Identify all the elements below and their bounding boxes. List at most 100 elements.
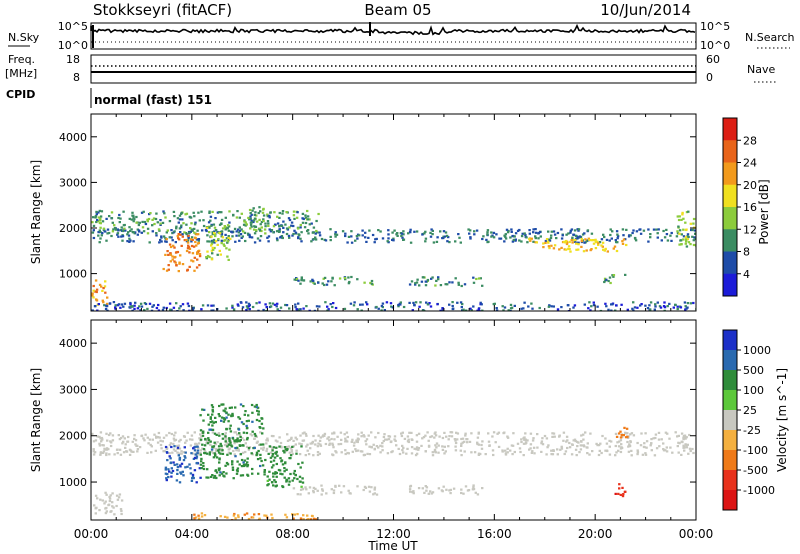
power-cell	[219, 253, 222, 256]
velocity-cell	[579, 444, 582, 447]
power-cell	[227, 225, 231, 228]
velocity-cell	[204, 438, 207, 441]
power-cell	[306, 209, 309, 213]
power-cell	[227, 238, 231, 241]
power-cell	[123, 302, 127, 305]
power-cell	[679, 239, 682, 242]
velocity-cell	[431, 491, 435, 494]
velocity-cell	[259, 431, 262, 434]
power-cell	[208, 226, 211, 229]
nave-tick-high: 60	[706, 53, 720, 66]
power-cell	[448, 303, 451, 306]
velocity-cell	[654, 433, 658, 436]
power-cell	[173, 215, 176, 218]
power-cell	[312, 238, 315, 241]
velocity-cell	[623, 426, 626, 429]
velocity-cell	[109, 440, 112, 443]
power-cell	[307, 232, 310, 235]
power-cell	[249, 215, 252, 218]
power-cell	[174, 241, 177, 244]
power-cell	[310, 222, 313, 225]
velocity-cell	[636, 441, 639, 445]
velocity-cell	[251, 430, 254, 433]
velocity-cell	[306, 449, 309, 452]
power-cell	[266, 220, 270, 223]
velocity-cell	[318, 439, 322, 442]
velocity-cell	[568, 446, 572, 449]
power-cell	[91, 292, 94, 295]
power-cell	[206, 234, 209, 237]
power-cell	[684, 238, 688, 241]
power-cell	[576, 228, 579, 231]
velocity-cell	[123, 437, 126, 440]
velocity-cell	[251, 467, 254, 471]
velocity-cell	[226, 463, 230, 466]
power-cell	[144, 302, 148, 306]
velocity-cell	[225, 461, 229, 465]
date-title: 10/Jun/2014	[600, 1, 691, 19]
power-cell	[510, 306, 514, 309]
power-cell	[210, 235, 213, 238]
power-cell	[375, 305, 378, 309]
power-cell	[223, 244, 226, 247]
velocity-cell	[210, 450, 214, 453]
power-cell	[498, 237, 501, 240]
velocity-cell	[221, 449, 224, 452]
power-cell	[117, 303, 121, 306]
power-cell	[237, 304, 240, 307]
power-cell	[96, 309, 99, 311]
power-cell	[314, 238, 318, 241]
velocity-cell	[532, 446, 536, 449]
velocity-cell	[566, 446, 569, 450]
power-cell	[300, 231, 303, 234]
power-cell	[520, 235, 524, 238]
power-cell	[266, 236, 269, 239]
power-cell	[392, 239, 395, 242]
velocity-cell	[449, 431, 452, 434]
power-cell	[547, 305, 551, 308]
power-cell	[92, 284, 95, 288]
velocity-cell	[99, 498, 102, 501]
power-cell	[552, 305, 555, 308]
velocity-cell	[169, 457, 172, 460]
power-cell	[311, 231, 315, 234]
velocity-cell	[523, 438, 526, 441]
velocity-cell	[437, 451, 440, 454]
power-cell	[402, 238, 406, 241]
power-cell	[316, 231, 319, 234]
power-cell	[282, 231, 285, 234]
velocity-panel-bg	[91, 320, 696, 520]
power-cell	[222, 239, 226, 242]
velocity-cell	[572, 439, 575, 442]
power-cell	[324, 239, 328, 242]
power-cell	[175, 227, 178, 230]
velocity-cell	[275, 450, 278, 453]
velocity-cell	[364, 486, 368, 489]
velocity-cell	[619, 447, 623, 450]
power-cell	[280, 224, 284, 227]
velocity-cell	[302, 439, 306, 442]
velocity-cell	[91, 432, 94, 435]
velocity-cell	[362, 453, 366, 457]
velocity-cell	[677, 441, 680, 444]
power-cell	[592, 239, 595, 242]
velocity-cell	[316, 453, 320, 457]
velocity-cell	[200, 515, 204, 518]
velocity-cell	[400, 434, 404, 438]
power-cell	[179, 231, 182, 234]
power-cell	[592, 242, 596, 245]
velocity-cell	[552, 432, 556, 435]
power-cell	[391, 238, 394, 241]
power-cell	[421, 309, 425, 311]
power-cell	[482, 235, 485, 238]
power-cell	[682, 217, 685, 220]
power-cell	[324, 301, 327, 304]
velocity-cell	[342, 485, 346, 488]
velocity-cell	[340, 491, 343, 494]
power-cell	[251, 209, 254, 212]
velocity-cell	[265, 449, 268, 453]
power-cell	[226, 241, 229, 244]
velocity-cell	[258, 419, 261, 423]
power-cell	[124, 229, 127, 232]
